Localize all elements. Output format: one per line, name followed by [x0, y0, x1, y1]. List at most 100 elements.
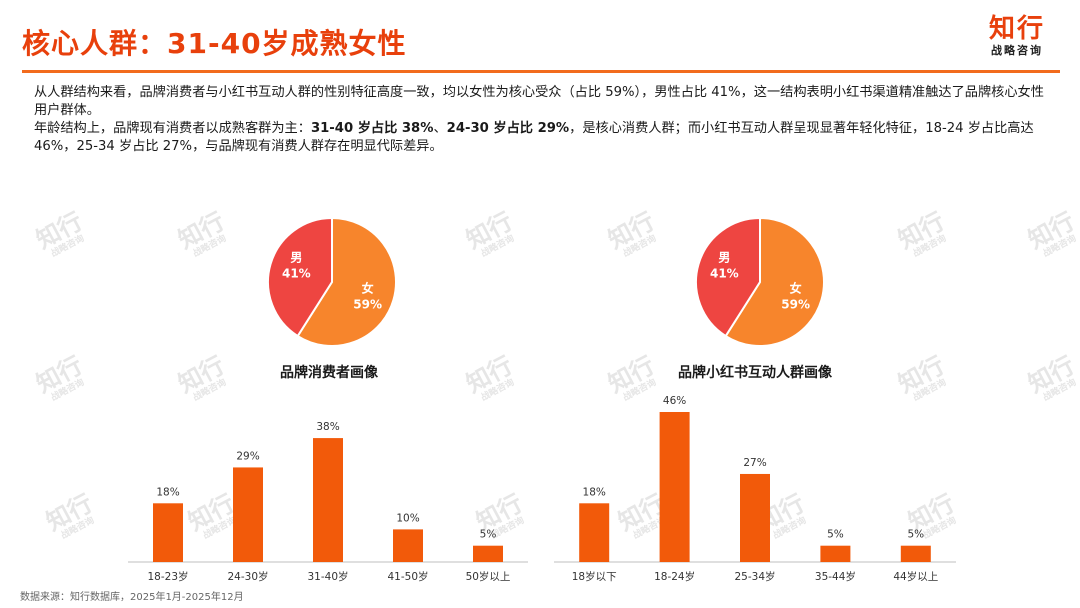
watermark-main-text: 知行: [41, 489, 98, 537]
pie-svg: 女 59% 男 41%: [695, 216, 825, 347]
bar: [233, 467, 263, 562]
pie-slice-male: [267, 216, 333, 338]
watermark-sub-text: 战略咨询: [1041, 377, 1079, 404]
pie-slice-female: [724, 216, 825, 347]
intro-p2-bold: 24-30 岁: [446, 121, 507, 136]
watermark-logo: 知行 战略咨询: [893, 207, 954, 262]
pie-slice-label: 男: [290, 251, 302, 265]
bar: [820, 545, 851, 562]
intro-p2-bold: 占比: [506, 121, 538, 136]
x-tick-label: 31-40岁: [307, 570, 348, 583]
intro-paragraph-2: 年龄结构上，品牌现有消费者以成熟客群为主：31-40 岁占比 38%、24-30…: [34, 120, 1049, 156]
pie-chart-consumers-gender: 女 59% 男 41%: [262, 214, 402, 350]
watermark-sub-text: 战略咨询: [59, 515, 97, 542]
logo-main-text: 知行: [988, 14, 1045, 44]
watermark-main-text: 知行: [1023, 351, 1080, 399]
bar: [900, 545, 931, 562]
bar: [313, 438, 343, 562]
pie-slice-value: 41%: [710, 267, 739, 281]
bar-chart-svg: 18% 18岁以下 46% 18-24岁 27% 25-34岁 5% 35-44岁 5% 44岁以…: [554, 395, 956, 583]
pie-slice-label: 男: [718, 251, 730, 265]
watermark-sub-text: 战略咨询: [911, 233, 949, 260]
bar: [659, 412, 690, 562]
pie-slice-male: [695, 216, 761, 338]
watermark-logo: 知行 战略咨询: [461, 207, 522, 262]
intro-p2-segment: 、: [433, 121, 447, 136]
bar: [473, 545, 503, 562]
x-tick-label: 41-50岁: [387, 570, 428, 583]
intro-p2-bold: 38%: [401, 121, 434, 136]
x-tick-label: 18-24岁: [654, 570, 695, 583]
pie-slice-label: 女: [790, 280, 802, 295]
pie-chart-xhs-gender: 女 59% 男 41%: [690, 214, 830, 350]
pie-slice-value: 59%: [353, 297, 382, 311]
bar-value-label: 18%: [583, 486, 606, 498]
watermark-main-text: 知行: [603, 351, 660, 399]
watermark-main-text: 知行: [461, 207, 518, 255]
pie-slice-value: 59%: [781, 297, 810, 311]
watermark-logo: 知行 战略咨询: [31, 351, 92, 406]
watermark-main-text: 知行: [31, 351, 88, 399]
watermark-main-text: 知行: [173, 207, 230, 255]
bar-value-label: 5%: [907, 529, 924, 541]
chart-title-xhs: 品牌小红书互动人群画像: [678, 365, 832, 381]
pie-svg: 女 59% 男 41%: [267, 216, 397, 347]
x-tick-label: 44岁以上: [893, 570, 938, 583]
watermark-main-text: 知行: [603, 207, 660, 255]
bar-value-label: 46%: [663, 395, 686, 407]
watermark-logo: 知行 战略咨询: [603, 207, 664, 262]
intro-p2-bold: 29%: [537, 121, 570, 136]
watermark-main-text: 知行: [173, 351, 230, 399]
watermark-sub-text: 战略咨询: [49, 377, 87, 404]
bar-value-label: 27%: [743, 457, 766, 469]
watermark-sub-text: 战略咨询: [191, 233, 229, 260]
bar: [579, 503, 610, 562]
watermark-main-text: 知行: [461, 351, 518, 399]
chart-title-consumers: 品牌消费者画像: [280, 365, 378, 381]
intro-p2-bold: 31-40 岁: [310, 121, 371, 136]
bar-value-label: 38%: [316, 421, 339, 433]
intro-p2-bold: 占比: [370, 121, 402, 136]
watermark-main-text: 知行: [893, 207, 950, 255]
data-source-note: 数据来源：知行数据库，2025年1月-2025年12月: [20, 592, 244, 603]
brand-logo: 知行 战略咨询: [980, 14, 1054, 58]
watermark-logo: 知行 战略咨询: [41, 489, 102, 544]
watermark-main-text: 知行: [893, 351, 950, 399]
watermark-logo: 知行 战略咨询: [1023, 351, 1080, 406]
bar: [393, 529, 423, 562]
x-tick-label: 50岁以上: [466, 570, 511, 583]
x-tick-label: 24-30岁: [227, 570, 268, 583]
watermark-sub-text: 战略咨询: [49, 233, 87, 260]
pie-slice-value: 41%: [282, 267, 311, 281]
watermark-sub-text: 战略咨询: [479, 233, 517, 260]
intro-p2-segment: 年龄结构上，品牌现有消费者以成熟客群为主：: [34, 121, 311, 136]
bar-value-label: 5%: [827, 529, 844, 541]
watermark-sub-text: 战略咨询: [1041, 233, 1079, 260]
bar-chart-consumers-age: 18% 18-23岁 29% 24-30岁 38% 31-40岁 10% 41-50岁 5% 50…: [128, 392, 528, 592]
watermark-logo: 知行 战略咨询: [173, 207, 234, 262]
bar-value-label: 10%: [396, 512, 419, 524]
watermark-logo: 知行 战略咨询: [1023, 207, 1080, 262]
bar-value-label: 18%: [156, 486, 179, 498]
intro-paragraph-1: 从人群结构来看，品牌消费者与小红书互动人群的性别特征高度一致，均以女性为核心受众…: [34, 85, 1044, 118]
intro-p2-segment: ，是核心消费人群；而小红书互动人群呈现显著年轻化特征，18-24 岁占比高达 4…: [34, 121, 1034, 154]
bar-value-label: 29%: [236, 450, 259, 462]
watermark-main-text: 知行: [1023, 207, 1080, 255]
title-divider: [22, 70, 1060, 73]
watermark-sub-text: 战略咨询: [621, 233, 659, 260]
x-tick-label: 18岁以下: [572, 570, 617, 583]
x-tick-label: 25-34岁: [734, 570, 775, 583]
x-tick-label: 35-44岁: [815, 570, 856, 583]
bar-value-label: 5%: [480, 529, 497, 541]
bar: [740, 473, 770, 562]
watermark-logo: 知行 战略咨询: [31, 207, 92, 262]
logo-sub-text: 战略咨询: [991, 44, 1043, 57]
intro-text: 从人群结构来看，品牌消费者与小红书互动人群的性别特征高度一致，均以女性为核心受众…: [34, 84, 1049, 156]
x-tick-label: 18-23岁: [147, 570, 188, 583]
bar: [153, 503, 183, 562]
page-title: 核心人群：31-40岁成熟女性: [22, 27, 407, 60]
bar-chart-xhs-age: 18% 18岁以下 46% 18-24岁 27% 25-34岁 5% 35-44岁 5% 44岁以…: [554, 392, 956, 592]
bar-chart-svg: 18% 18-23岁 29% 24-30岁 38% 31-40岁 10% 41-50岁 5% 50…: [128, 421, 528, 583]
pie-slice-female: [296, 216, 397, 347]
watermark-main-text: 知行: [31, 207, 88, 255]
